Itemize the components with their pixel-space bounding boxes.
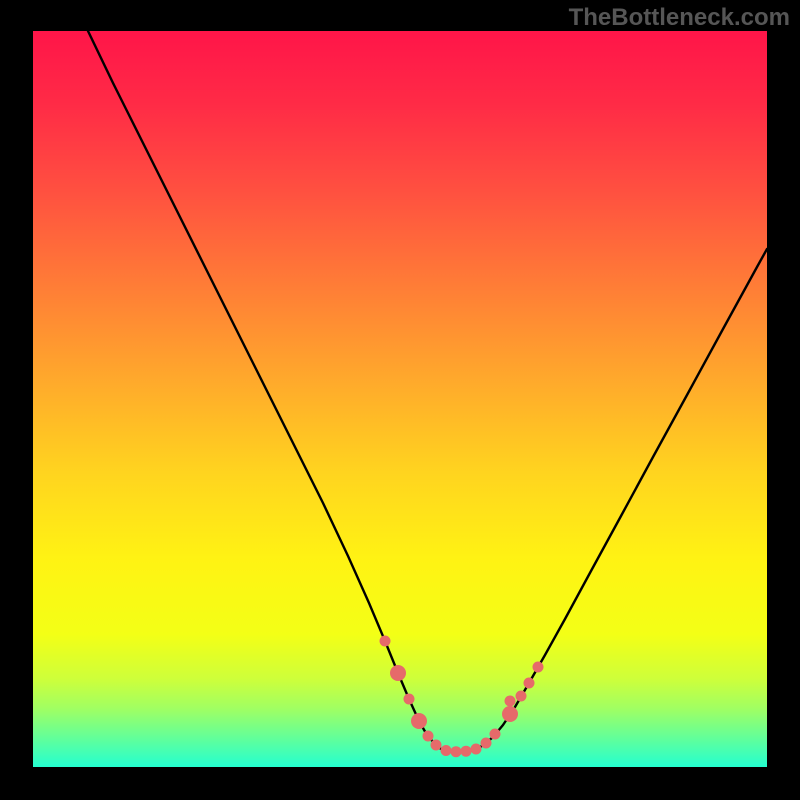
marker-dot	[431, 740, 442, 751]
curve-layer	[33, 31, 767, 767]
marker-dot	[441, 745, 452, 756]
marker-dot	[471, 744, 482, 755]
marker-dot	[481, 738, 492, 749]
marker-dot	[451, 746, 462, 757]
watermark-text: TheBottleneck.com	[569, 4, 790, 32]
marker-dot	[380, 636, 391, 647]
marker-dot	[461, 746, 472, 757]
marker-dot	[404, 694, 415, 705]
marker-dot	[516, 691, 527, 702]
plot-area	[33, 31, 767, 767]
marker-dot	[390, 665, 406, 681]
marker-dot	[490, 729, 501, 740]
marker-dot	[411, 713, 427, 729]
marker-dot	[533, 662, 544, 673]
marker-dot	[502, 706, 518, 722]
marker-dot	[524, 678, 535, 689]
bottleneck-curve	[88, 31, 767, 752]
marker-dot	[423, 731, 434, 742]
marker-dot	[505, 696, 516, 707]
